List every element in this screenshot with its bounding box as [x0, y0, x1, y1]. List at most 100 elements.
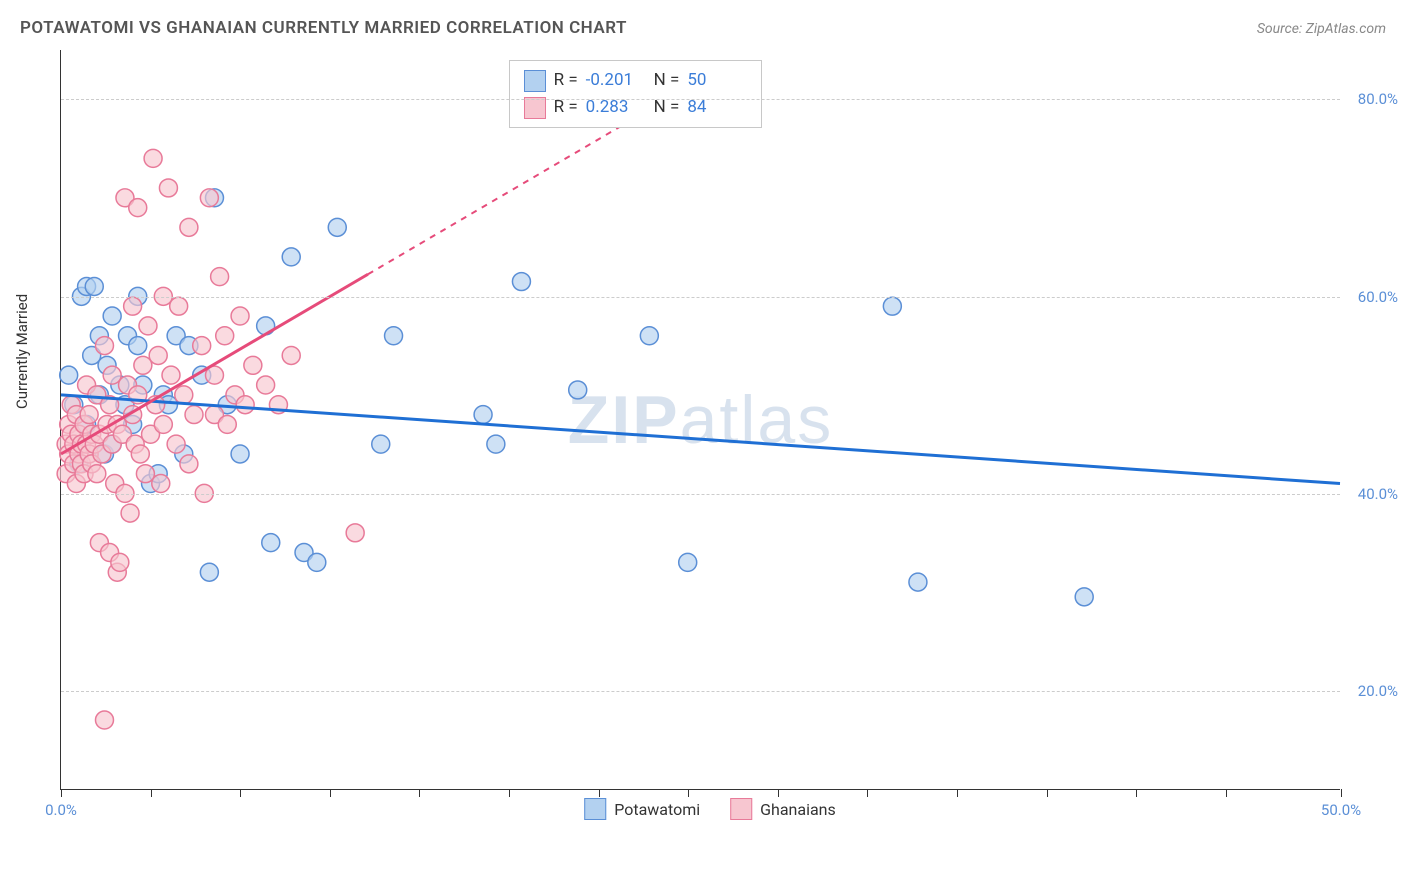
x-tick-label: 50.0%	[1321, 801, 1361, 819]
data-point	[121, 504, 139, 522]
data-point	[200, 189, 218, 207]
data-point	[95, 337, 113, 355]
stat-n-value: 50	[687, 67, 747, 94]
data-point	[193, 337, 211, 355]
grid-line	[61, 99, 1340, 100]
data-point	[474, 406, 492, 424]
x-tick	[151, 789, 152, 797]
data-point	[909, 573, 927, 591]
bottom-legend: Potawatomi Ghanaians	[584, 798, 836, 820]
data-point	[167, 435, 185, 453]
data-point	[175, 386, 193, 404]
y-axis-label: Currently Married	[13, 294, 31, 409]
grid-line	[61, 297, 1340, 298]
y-tick-label: 60.0%	[1358, 288, 1398, 306]
data-point	[95, 711, 113, 729]
stats-row: R = -0.201 N = 50	[524, 67, 748, 94]
x-tick	[778, 789, 779, 797]
x-tick	[1136, 789, 1137, 797]
data-point	[231, 445, 249, 463]
legend-item: Potawatomi	[584, 798, 700, 820]
data-point	[131, 445, 149, 463]
data-point	[308, 553, 326, 571]
data-point	[218, 415, 236, 433]
data-point	[569, 381, 587, 399]
x-tick	[240, 789, 241, 797]
stat-r-value: 0.283	[586, 94, 646, 121]
data-point	[124, 297, 142, 315]
x-tick	[688, 789, 689, 797]
legend-item: Ghanaians	[730, 798, 836, 820]
grid-line	[61, 691, 1340, 692]
x-tick	[867, 789, 868, 797]
data-point	[129, 337, 147, 355]
legend-swatch	[584, 798, 606, 820]
stat-label: N =	[654, 67, 680, 94]
x-tick	[61, 789, 62, 797]
y-tick-label: 80.0%	[1358, 90, 1398, 108]
stat-label: R =	[554, 94, 578, 121]
data-point	[244, 356, 262, 374]
data-point	[216, 327, 234, 345]
x-tick-label: 0.0%	[45, 801, 77, 819]
plot-container: Currently Married ZIPatlas R = -0.201 N …	[40, 50, 1380, 830]
data-point	[180, 218, 198, 236]
data-point	[211, 268, 229, 286]
data-point	[487, 435, 505, 453]
stat-label: N =	[654, 94, 680, 121]
data-point	[679, 553, 697, 571]
legend-swatch	[524, 70, 546, 92]
plot-area: ZIPatlas R = -0.201 N = 50 R = 0.283 N =…	[60, 50, 1340, 790]
x-tick	[1341, 789, 1342, 797]
data-point	[385, 327, 403, 345]
data-point	[640, 327, 658, 345]
data-point	[88, 465, 106, 483]
data-point	[282, 346, 300, 364]
x-tick	[419, 789, 420, 797]
source-label: Source: ZipAtlas.com	[1257, 21, 1386, 37]
chart-svg	[61, 50, 1340, 789]
legend-label: Ghanaians	[760, 800, 836, 819]
stat-n-value: 84	[687, 94, 747, 121]
data-point	[328, 218, 346, 236]
data-point	[149, 346, 167, 364]
legend-swatch	[730, 798, 752, 820]
chart-title: POTAWATOMI VS GHANAIAN CURRENTLY MARRIED…	[20, 18, 627, 38]
x-tick	[599, 789, 600, 797]
data-point	[883, 297, 901, 315]
data-point	[282, 248, 300, 266]
legend-label: Potawatomi	[614, 800, 700, 819]
data-point	[80, 406, 98, 424]
data-point	[262, 534, 280, 552]
x-tick	[1226, 789, 1227, 797]
y-tick-label: 20.0%	[1358, 682, 1398, 700]
data-point	[200, 563, 218, 581]
stats-row: R = 0.283 N = 84	[524, 94, 748, 121]
data-point	[512, 273, 530, 291]
stats-legend-box: R = -0.201 N = 50 R = 0.283 N = 84	[509, 60, 763, 128]
data-point	[85, 277, 103, 295]
data-point	[159, 179, 177, 197]
data-point	[103, 307, 121, 325]
data-point	[236, 396, 254, 414]
data-point	[1075, 588, 1093, 606]
data-point	[60, 366, 78, 384]
data-point	[139, 317, 157, 335]
data-point	[257, 376, 275, 394]
data-point	[346, 524, 364, 542]
x-tick	[509, 789, 510, 797]
data-point	[162, 366, 180, 384]
data-point	[154, 415, 172, 433]
x-tick	[957, 789, 958, 797]
y-tick-label: 40.0%	[1358, 485, 1398, 503]
data-point	[180, 455, 198, 473]
data-point	[152, 475, 170, 493]
data-point	[129, 199, 147, 217]
data-point	[372, 435, 390, 453]
data-point	[144, 149, 162, 167]
stat-r-value: -0.201	[586, 67, 646, 94]
data-point	[170, 297, 188, 315]
data-point	[231, 307, 249, 325]
x-tick	[330, 789, 331, 797]
data-point	[185, 406, 203, 424]
